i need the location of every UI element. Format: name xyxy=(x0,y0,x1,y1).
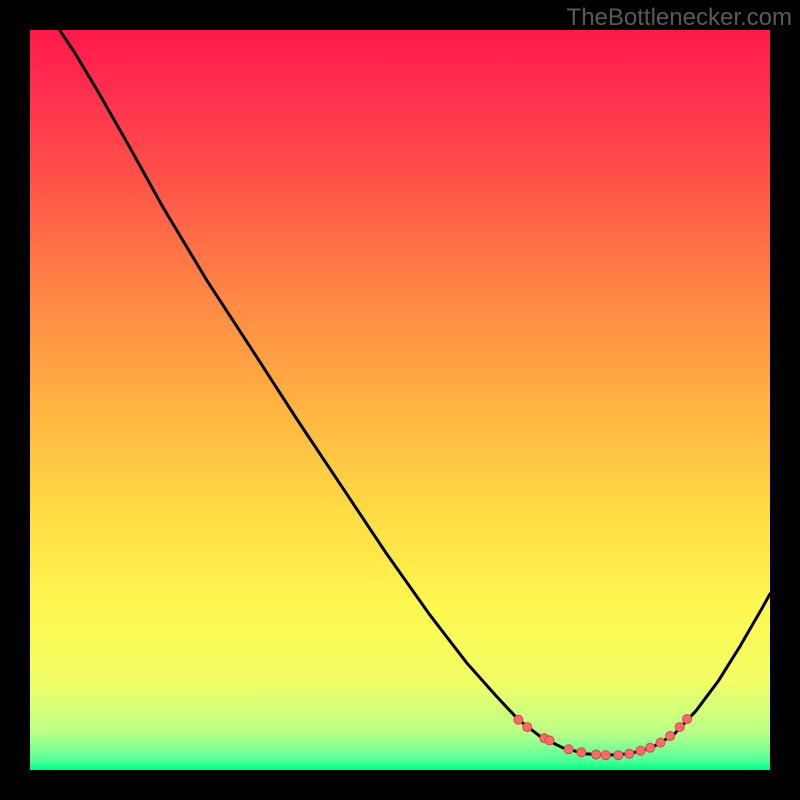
bottleneck-curve xyxy=(60,30,770,755)
curve-marker xyxy=(656,738,665,747)
curve-marker xyxy=(614,751,623,760)
curve-layer xyxy=(30,30,770,770)
curve-marker xyxy=(675,723,684,732)
curve-marker xyxy=(592,750,601,759)
curve-markers xyxy=(514,714,692,759)
curve-marker xyxy=(577,748,586,757)
curve-marker xyxy=(646,743,655,752)
curve-marker xyxy=(666,731,675,740)
curve-marker xyxy=(683,714,692,723)
curve-marker xyxy=(523,723,532,732)
plot-area xyxy=(30,30,770,770)
watermark-text: TheBottlenecker.com xyxy=(567,4,792,32)
curve-marker xyxy=(545,736,554,745)
curve-marker xyxy=(601,751,610,760)
curve-marker xyxy=(625,749,634,758)
curve-marker xyxy=(636,746,645,755)
chart-container: TheBottlenecker.com xyxy=(0,0,800,800)
curve-marker xyxy=(514,715,523,724)
curve-marker xyxy=(564,745,573,754)
